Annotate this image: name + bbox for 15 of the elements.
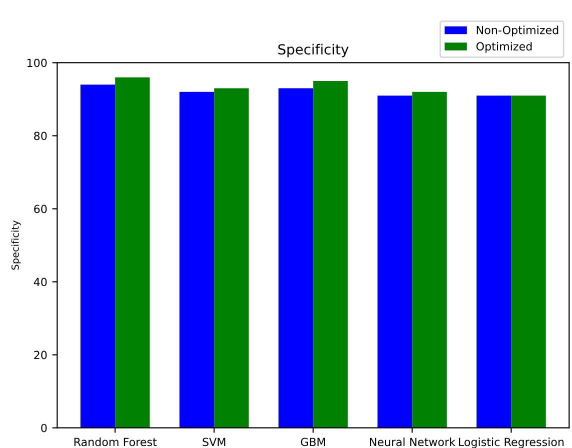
y-tick-label: 40 — [34, 278, 47, 286]
x-tick-label: GBM — [300, 438, 325, 446]
x-tick-label: Logistic Regression — [459, 438, 564, 448]
x-tick-label: Neural Network — [370, 438, 456, 446]
y-tick-label: 60 — [34, 204, 47, 214]
y-axis-title: Specificity — [11, 220, 21, 270]
chart-title: Specificity — [278, 44, 349, 58]
legend-label: Optimized — [476, 42, 532, 53]
y-tick-label: 0 — [41, 424, 47, 432]
y-tick-label: 20 — [34, 350, 47, 360]
y-tick-label: 100 — [27, 58, 47, 68]
x-tick-label: Random Forest — [74, 438, 157, 446]
legend-label: Non-Optimized — [476, 26, 558, 36]
x-tick-label: SVM — [202, 438, 226, 446]
y-tick-label: 80 — [34, 132, 47, 140]
